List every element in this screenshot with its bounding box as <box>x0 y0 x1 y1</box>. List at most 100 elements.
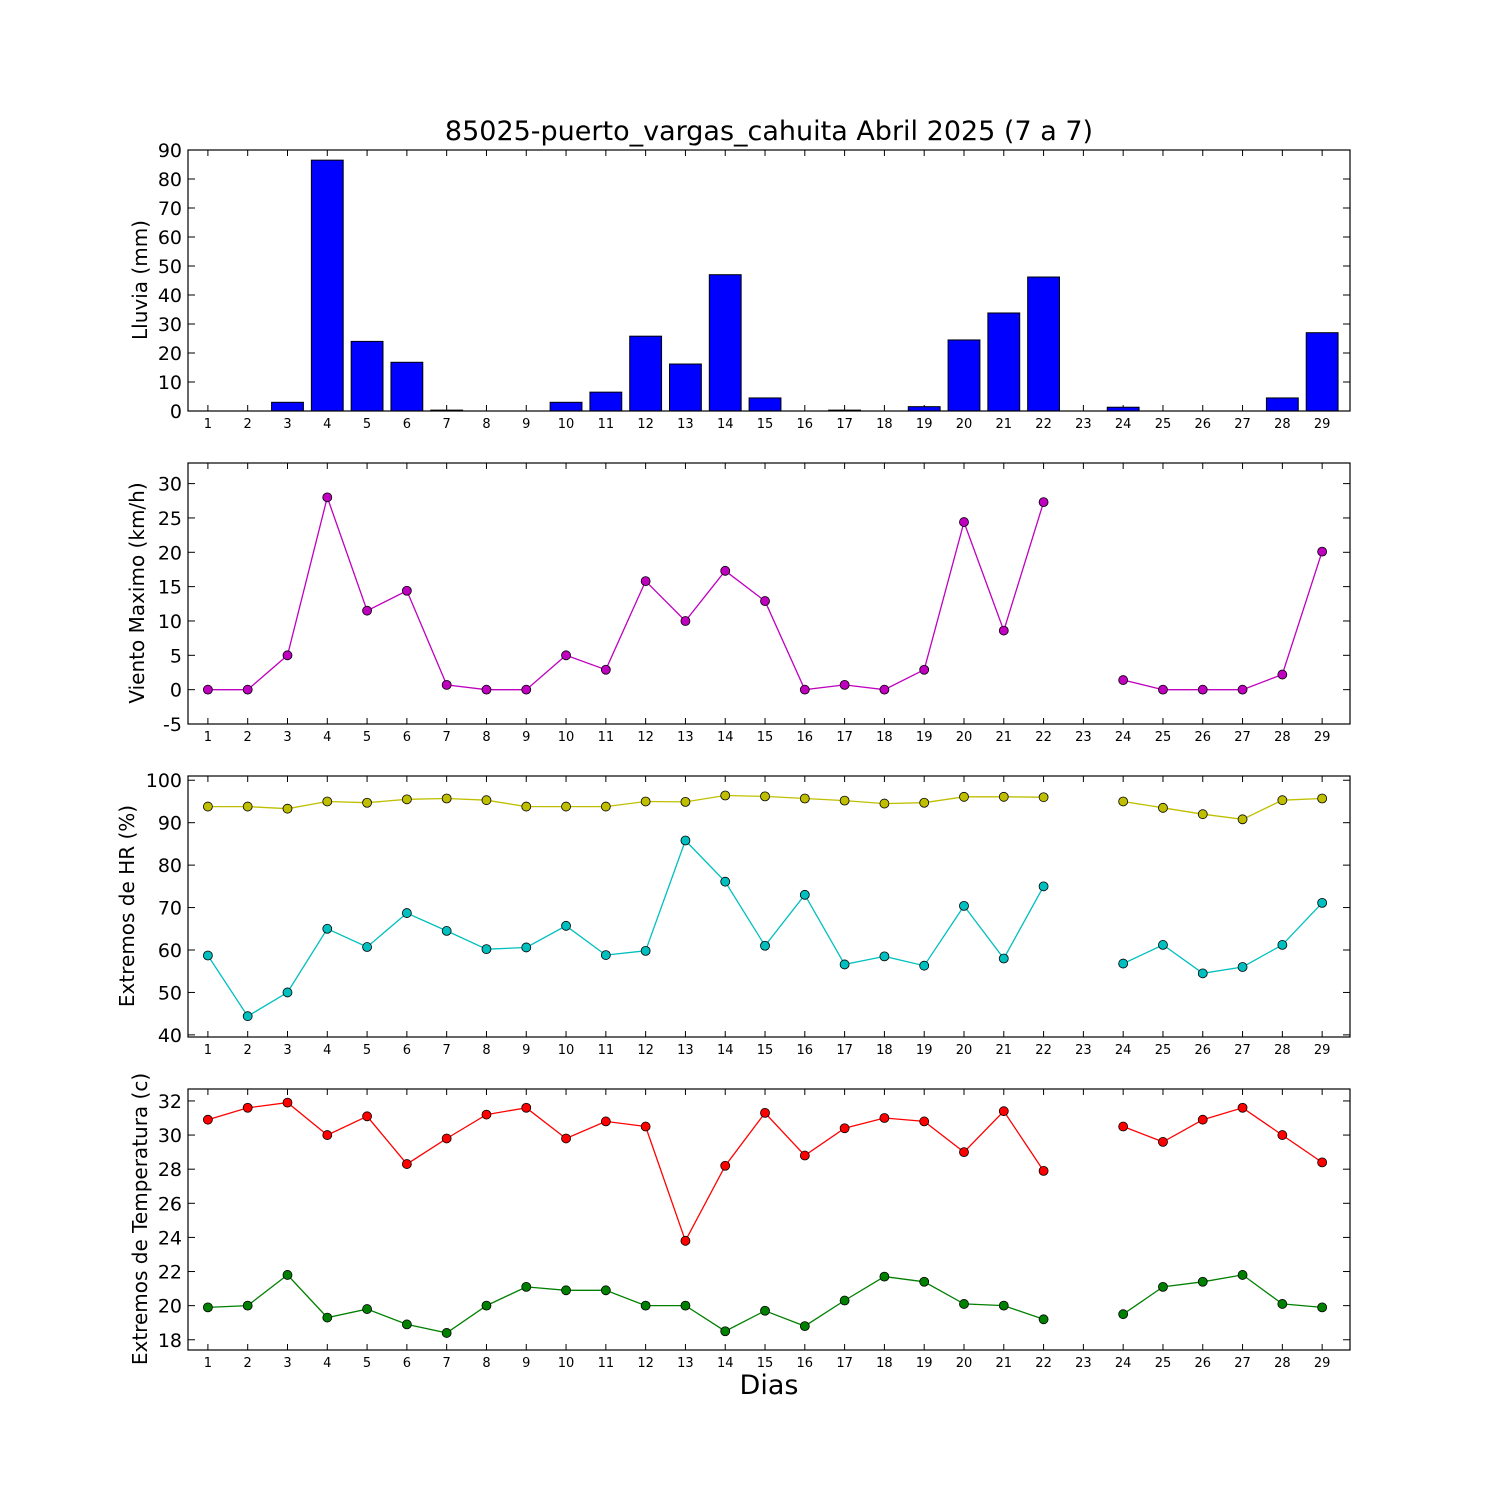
humidity-x-tick-label: 14 <box>717 1043 734 1058</box>
rain-x-tick-label: 6 <box>403 417 411 432</box>
rain-x-tick-label: 4 <box>323 417 331 432</box>
temperature-x-tick-label: 20 <box>956 1356 973 1371</box>
wind-y-axis-label: Viento Maximo (km/h) <box>125 482 149 704</box>
wind-max-point <box>600 664 611 675</box>
humidity-max-point <box>600 801 611 812</box>
wind-x-tick-label: 6 <box>403 730 411 745</box>
wind-max-point <box>481 684 492 695</box>
rain-bar <box>947 339 981 412</box>
temperature-y-tick-label: 32 <box>158 1091 182 1113</box>
rain-x-tick-label: 10 <box>558 417 575 432</box>
humidity-min-point <box>1317 897 1328 908</box>
temperature-x-tick-label: 27 <box>1234 1356 1251 1371</box>
humidity-max-point <box>362 797 372 808</box>
wind-max-point <box>640 576 651 587</box>
temperature-min-point <box>839 1295 850 1306</box>
temperature-min-point <box>362 1304 372 1314</box>
rain-bar <box>748 397 782 412</box>
temperature-max-point <box>322 1130 333 1140</box>
temperature-x-tick-label: 2 <box>244 1356 252 1371</box>
humidity-y-tick-label: 90 <box>158 813 182 835</box>
humidity-min-line <box>1122 902 1323 974</box>
wind-max-point <box>202 684 213 695</box>
humidity-max-point <box>202 801 213 812</box>
temperature-min-point <box>799 1321 810 1332</box>
humidity-min-point <box>1197 968 1208 979</box>
wind-y-tick-label: 25 <box>158 508 182 530</box>
humidity-x-tick-label: 7 <box>443 1043 451 1058</box>
rain-x-tick-label: 11 <box>598 417 615 432</box>
rain-bar <box>271 401 304 412</box>
humidity-min-point <box>919 960 930 971</box>
rain-x-tick-label: 3 <box>283 417 291 432</box>
humidity-x-tick-label: 20 <box>956 1043 973 1058</box>
rain-plot-frame <box>187 149 1351 412</box>
temperature-max-point <box>1237 1102 1248 1113</box>
wind-y-tick-label: 0 <box>170 680 182 702</box>
temperature-min-point <box>919 1276 930 1287</box>
humidity-y-tick-label: 100 <box>146 770 182 792</box>
temperature-max-point <box>600 1116 611 1127</box>
temperature-min-point <box>879 1271 890 1282</box>
wind-x-tick-label: 17 <box>836 730 853 745</box>
temperature-max-point <box>521 1102 532 1113</box>
temperature-min-point <box>680 1300 691 1311</box>
humidity-max-point <box>760 791 770 802</box>
temperature-y-tick-label: 26 <box>158 1193 182 1215</box>
humidity-y-tick-label: 80 <box>158 855 182 877</box>
humidity-x-tick-label: 25 <box>1155 1043 1172 1058</box>
temperature-max-point <box>720 1160 731 1171</box>
wind-max-point <box>242 684 253 695</box>
humidity-y-tick-label: 60 <box>158 940 182 962</box>
humidity-min-point <box>1237 962 1248 972</box>
temperature-y-tick-label: 18 <box>158 1330 182 1352</box>
humidity-min-point <box>998 953 1009 964</box>
wind-max-point <box>1237 684 1248 695</box>
wind-x-tick-label: 21 <box>996 730 1013 745</box>
wind-max-point <box>799 684 810 695</box>
humidity-max-point <box>640 796 651 807</box>
humidity-min-point <box>959 900 969 911</box>
rain-y-tick-label: 40 <box>158 285 182 307</box>
temperature-x-tick-label: 8 <box>482 1356 490 1371</box>
rain-y-tick-label: 20 <box>158 343 182 365</box>
temperature-min-point <box>1158 1281 1168 1292</box>
wind-max-point <box>362 605 372 616</box>
humidity-x-tick-label: 21 <box>996 1043 1013 1058</box>
humidity-max-point <box>1118 796 1129 807</box>
temperature-min-point <box>1317 1302 1328 1313</box>
humidity-max-point <box>1158 802 1168 813</box>
temperature-max-point <box>362 1111 372 1122</box>
rain-bar <box>310 159 344 412</box>
rain-y-tick-label: 50 <box>158 256 182 278</box>
wind-max-point <box>1277 669 1288 680</box>
wind-max-point <box>322 492 333 503</box>
wind-max-point <box>1197 684 1208 695</box>
humidity-max-point <box>242 801 253 812</box>
rain-x-tick-label: 15 <box>757 417 774 432</box>
humidity-max-point <box>919 797 930 808</box>
humidity-max-point <box>839 795 850 806</box>
temperature-x-tick-label: 25 <box>1155 1356 1172 1371</box>
rain-x-tick-label: 1 <box>204 417 212 432</box>
rain-x-tick-label: 18 <box>876 417 893 432</box>
temperature-x-tick-label: 16 <box>797 1356 814 1371</box>
temperature-max-point <box>799 1150 810 1161</box>
humidity-y-tick-label: 70 <box>158 898 182 920</box>
wind-max-point <box>1317 546 1328 557</box>
temperature-max-point <box>1317 1157 1328 1168</box>
temperature-max-point <box>998 1106 1009 1117</box>
x-axis-label: Dias <box>739 1370 799 1401</box>
humidity-x-tick-label: 4 <box>323 1043 331 1058</box>
humidity-min-point <box>242 1011 253 1022</box>
humidity-max-point <box>720 790 731 801</box>
wind-max-point <box>760 596 770 606</box>
temperature-y-axis-label: Extremos de Temperatura (c) <box>128 1072 152 1366</box>
wind-y-tick-label: 20 <box>158 542 182 564</box>
humidity-max-point <box>561 801 571 812</box>
rain-y-tick-label: 80 <box>158 169 182 191</box>
temperature-min-point <box>481 1300 492 1311</box>
temperature-max-point <box>1038 1165 1049 1176</box>
humidity-min-point <box>720 876 731 887</box>
wind-x-tick-label: 8 <box>482 730 490 745</box>
